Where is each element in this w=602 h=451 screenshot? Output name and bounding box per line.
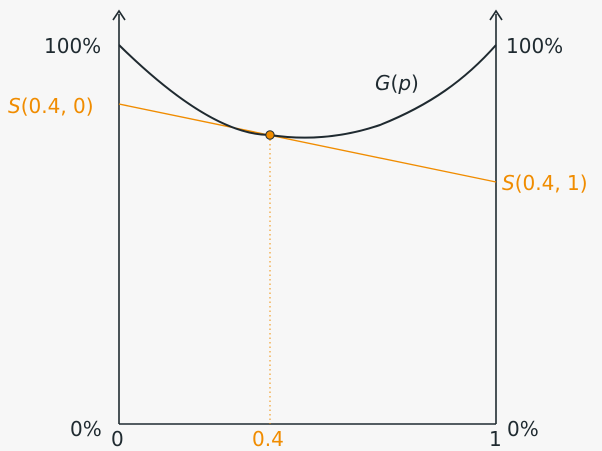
left-axis-top-label: 100% <box>44 34 101 58</box>
right-axis-bottom-label: 0% <box>507 417 539 441</box>
curve-g <box>118 44 497 139</box>
right-axis-top-label: 100% <box>506 34 563 58</box>
x-tick-marked: 0.4 <box>252 427 284 451</box>
x-tick-left: 0 <box>111 427 124 451</box>
curve-label-prefix: G <box>375 71 391 95</box>
curve-label: G(p) <box>375 71 419 95</box>
right-axis <box>489 9 503 424</box>
left-axis <box>112 9 126 424</box>
tangent-line <box>118 103 497 183</box>
curve-label-open: ( <box>391 71 399 95</box>
tangent-left-prefix: S <box>8 94 21 118</box>
tangent-left-label: S(0.4, 0) <box>8 94 94 118</box>
x-tick-right: 1 <box>489 427 502 451</box>
tangent-right-label: S(0.4, 1) <box>502 171 588 195</box>
tangent-left-args: (0.4, 0) <box>21 94 94 118</box>
curve-label-close: ) <box>411 71 419 95</box>
curve-label-arg: p <box>397 71 411 95</box>
tangent-right-args: (0.4, 1) <box>515 171 588 195</box>
tangent-right-prefix: S <box>502 171 515 195</box>
left-axis-bottom-label: 0% <box>70 417 102 441</box>
tangent-point <box>265 130 275 140</box>
